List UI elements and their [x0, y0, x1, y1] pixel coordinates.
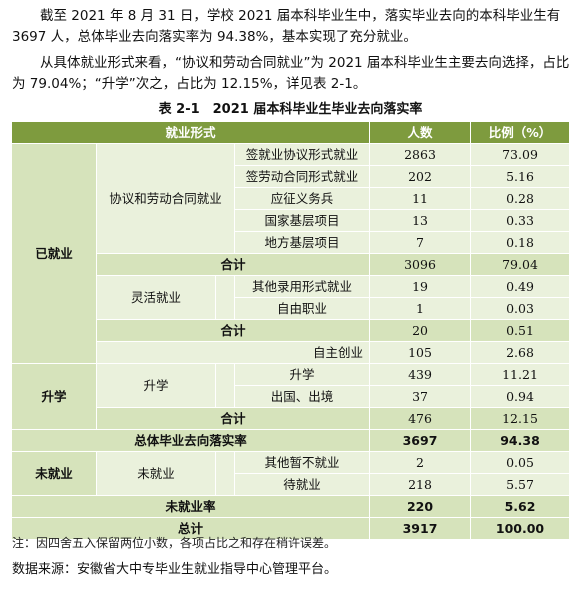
- subtotal-ratio: 12.15: [470, 407, 571, 430]
- row-count: 1: [369, 297, 472, 320]
- total-ratio: 100.00: [470, 517, 571, 540]
- row-name: 出国、出境: [233, 385, 371, 408]
- row-count: 202: [369, 165, 472, 188]
- subtotal-ratio: 79.04: [470, 253, 571, 276]
- overall-label: 总体毕业去向落实率: [10, 429, 371, 452]
- overall-row: 总体毕业去向落实率 3697 94.38: [10, 429, 571, 452]
- table-row: 待就业 218 5.57: [12, 473, 571, 496]
- row-ratio: 0.03: [470, 297, 571, 320]
- table-row: 签劳动合同形式就业 202 5.16: [12, 165, 571, 188]
- table-header-row: 就业形式 人数 比例（%）: [10, 121, 571, 144]
- row-ratio: 0.49: [470, 275, 571, 298]
- subtotal-label: 合计: [95, 253, 371, 276]
- row-count: 11: [369, 187, 472, 210]
- row-name: 其他录用形式就业: [233, 275, 371, 298]
- row-ratio: 5.57: [470, 473, 571, 496]
- row-count: 7: [369, 231, 472, 254]
- row-name: 国家基层项目: [233, 209, 371, 232]
- data-source: 数据来源：安徽省大中专毕业生就业指导中心管理平台。: [12, 562, 338, 577]
- employment-table: 就业形式 人数 比例（%） 已就业 协议和劳动合同就业 签就业协议形式就业 28…: [10, 121, 571, 540]
- table-row: 自主创业 105 2.68: [12, 341, 571, 364]
- subtotal-label: 合计: [95, 319, 371, 342]
- spacer-cell: [215, 363, 235, 408]
- row-count: 2: [369, 451, 472, 474]
- row-ratio: 0.18: [470, 231, 571, 254]
- subtotal-count: 3096: [369, 253, 472, 276]
- row-ratio: 11.21: [470, 363, 571, 386]
- total-row: 总计 3917 100.00: [10, 517, 571, 540]
- total-count: 3917: [369, 517, 472, 540]
- table-row: 应征义务兵 11 0.28: [12, 187, 571, 210]
- row-count: 19: [369, 275, 472, 298]
- row-name: 升学: [233, 363, 371, 386]
- table-row: 未就业 未就业 其他暂不就业 2 0.05: [11, 451, 571, 496]
- subtotal-count: 20: [369, 319, 472, 342]
- row-ratio: 0.94: [470, 385, 571, 408]
- row-count: 13: [369, 209, 472, 232]
- group-further-study: 升学: [11, 363, 97, 430]
- self-employed-count: 105: [369, 341, 472, 364]
- table-caption: 表 2-1 2021 届本科毕业生毕业去向落实率: [158, 102, 423, 117]
- table-row: 升学 升学 升学 439 11.21: [11, 363, 571, 430]
- subtotal-row: 合计 20 0.51: [12, 319, 571, 342]
- self-employed-label: 自主创业: [95, 341, 371, 364]
- subtotal-label: 合计: [95, 407, 371, 430]
- spacer-cell: [215, 451, 235, 496]
- overall-ratio: 94.38: [470, 429, 571, 452]
- row-name: 签就业协议形式就业: [233, 143, 371, 166]
- subtotal-row: 合计 476 12.15: [12, 407, 571, 430]
- header-count: 人数: [369, 121, 472, 144]
- subgroup-flexible: 灵活就业: [96, 275, 216, 320]
- unemployment-rate-label: 未就业率: [10, 495, 371, 518]
- unemployment-rate-count: 220: [369, 495, 472, 518]
- row-count: 2863: [369, 143, 472, 166]
- intro-paragraph-2: 从具体就业形式来看，“协议和劳动合同就业”为 2021 届本科毕业生主要去向选择…: [12, 55, 570, 92]
- header-ratio: 比例（%）: [470, 121, 571, 144]
- row-ratio: 0.28: [470, 187, 571, 210]
- subgroup-contract: 协议和劳动合同就业: [96, 143, 235, 254]
- row-ratio: 73.09: [470, 143, 571, 166]
- row-count: 218: [369, 473, 472, 496]
- subgroup-further-study: 升学: [96, 363, 216, 408]
- intro-paragraph-1: 截至 2021 年 8 月 31 日，学校 2021 届本科毕业生中，落实毕业去…: [12, 8, 561, 45]
- overall-count: 3697: [369, 429, 472, 452]
- row-name: 自由职业: [233, 297, 371, 320]
- table-row: 灵活就业 其他录用形式就业 19 0.49: [12, 275, 571, 320]
- group-unemployed: 未就业: [11, 451, 97, 496]
- row-name: 签劳动合同形式就业: [233, 165, 371, 188]
- subtotal-count: 476: [369, 407, 472, 430]
- row-count: 37: [369, 385, 472, 408]
- row-ratio: 0.05: [470, 451, 571, 474]
- table-row: 出国、出境 37 0.94: [12, 385, 571, 408]
- unemployment-rate-row: 未就业率 220 5.62: [10, 495, 571, 518]
- row-name: 地方基层项目: [233, 231, 371, 254]
- row-name: 其他暂不就业: [233, 451, 371, 474]
- table-row: 地方基层项目 7 0.18: [12, 231, 571, 254]
- group-employed: 已就业: [11, 143, 97, 364]
- spacer-cell: [215, 275, 235, 320]
- table-row: 已就业 协议和劳动合同就业 签就业协议形式就业 2863 73.09: [11, 143, 571, 364]
- table-note: 注：因四舍五入保留两位小数，各项占比之和存在稍许误差。: [12, 536, 337, 550]
- table-row: 自由职业 1 0.03: [12, 297, 571, 320]
- self-employed-ratio: 2.68: [470, 341, 571, 364]
- row-count: 439: [369, 363, 472, 386]
- row-ratio: 0.33: [470, 209, 571, 232]
- header-form: 就业形式: [10, 121, 371, 144]
- row-name: 待就业: [233, 473, 371, 496]
- subtotal-ratio: 0.51: [470, 319, 571, 342]
- row-name: 应征义务兵: [233, 187, 371, 210]
- subgroup-unemployed: 未就业: [96, 451, 216, 496]
- unemployment-rate-ratio: 5.62: [470, 495, 571, 518]
- total-label: 总计: [10, 517, 371, 540]
- row-ratio: 5.16: [470, 165, 571, 188]
